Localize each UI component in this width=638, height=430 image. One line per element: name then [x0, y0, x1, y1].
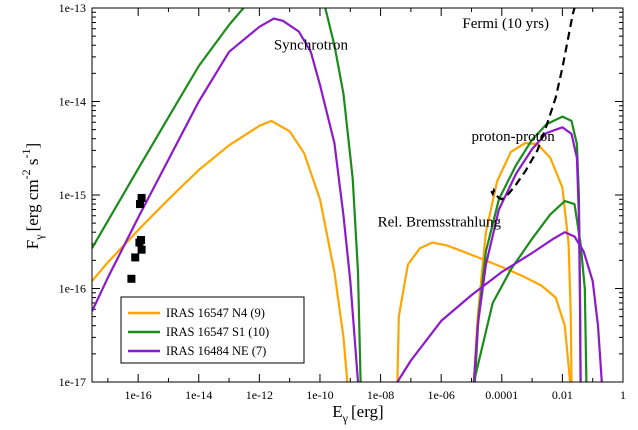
- fermi-sensitivity-line: [490, 8, 576, 201]
- series-line-2-segment-2: [472, 126, 582, 382]
- observed-data-point: [135, 200, 144, 209]
- x-tick-label: 1: [620, 388, 626, 402]
- series-line-1-segment-1: [324, 8, 362, 382]
- observed-points: [127, 193, 146, 283]
- y-tick-label: 1e-14: [59, 95, 86, 109]
- annotation-label: Synchrotron: [274, 37, 349, 53]
- y-tick-label: 1e-13: [59, 1, 86, 15]
- x-axis-ticks: 1e-16 1e-14 1e-12 1e-10 1e-08 1e-06 0.0001 0.01…: [107, 8, 626, 402]
- y-tick-label: 1e-17: [59, 375, 86, 389]
- observed-data-point: [137, 236, 146, 245]
- series-line-0-segment-0: [92, 119, 349, 382]
- legend: IRAS 16547 N4 (9) IRAS 16547 S1 (10) IRAS …: [120, 296, 305, 364]
- observed-data-point: [137, 193, 146, 202]
- x-tick-label: 1e-14: [185, 388, 212, 402]
- legend-label: IRAS 16547 N4 (9): [166, 306, 265, 320]
- annotations: Synchrotron proton-proton Rel. Bremsstrahl…: [274, 16, 555, 230]
- annotation-label: Fermi (10 yrs): [462, 16, 549, 32]
- y-axis-label: Fγ[erg cm-2 s-1]: [19, 143, 46, 249]
- series-line-2-segment-1: [396, 231, 603, 382]
- series-line-0-segment-2: [472, 141, 573, 382]
- plot-frame: [91, 7, 624, 383]
- observed-data-point: [137, 245, 146, 254]
- annotation-label: proton-proton: [471, 129, 555, 145]
- x-tick-label: 1e-10: [306, 388, 333, 402]
- series-line-1-segment-0: [92, 8, 245, 249]
- legend-label: IRAS 16547 S1 (10): [166, 325, 269, 339]
- series-line-1-segment-2: [472, 200, 588, 382]
- y-tick-label: 1e-16: [59, 282, 86, 296]
- x-tick-label: 1e-06: [428, 388, 455, 402]
- series-layer: [92, 8, 603, 382]
- annotation-label: Rel. Bremsstrahlung: [378, 215, 502, 231]
- y-tick-label: 1e-15: [59, 188, 86, 202]
- x-tick-label: 0.01: [552, 388, 573, 402]
- x-tick-label: 1e-16: [124, 388, 151, 402]
- x-axis-label: Eγ [erg]: [332, 402, 383, 425]
- observed-data-point: [127, 274, 136, 283]
- observed-data-point: [131, 253, 140, 262]
- legend-label: IRAS 16484 NE (7): [166, 344, 266, 358]
- x-tick-label: 0.0001: [485, 388, 518, 402]
- x-tick-label: 1e-12: [246, 388, 273, 402]
- series-line-0-segment-1: [396, 241, 572, 382]
- series-line-2-segment-0: [92, 17, 360, 382]
- x-tick-label: 1e-08: [367, 388, 394, 402]
